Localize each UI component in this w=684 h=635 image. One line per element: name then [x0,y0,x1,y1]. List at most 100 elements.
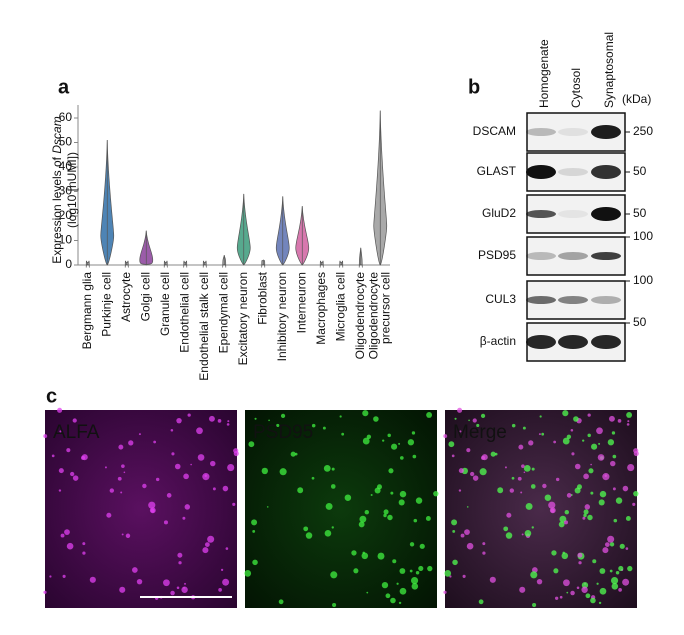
y-tick-label: 10 [59,233,73,247]
puncta [566,591,569,594]
puncta [581,586,588,593]
marker-label: 50 [633,206,647,220]
puncta [362,437,370,445]
puncta [632,502,636,506]
image-label: PSD95 [253,422,313,443]
puncta [457,407,463,413]
puncta [633,490,639,497]
puncta [587,413,591,417]
puncta [58,489,62,492]
puncta [391,443,398,450]
x-tick-label: Microglia cell [333,272,347,341]
x-tick-label: Endothelial stalk cell [197,272,211,381]
puncta [80,455,86,460]
puncta [82,551,86,555]
puncta [615,571,620,575]
puncta [280,413,286,419]
puncta [525,502,533,510]
puncta [476,423,480,428]
puncta [612,454,617,459]
y-tick-label: 40 [59,159,73,173]
puncta [585,593,591,599]
puncta [615,497,623,504]
puncta [472,418,477,423]
band [526,128,556,136]
puncta [530,571,538,579]
y-tick-label: 20 [59,208,73,222]
marker-label: 100 [633,273,653,287]
puncta [252,529,256,533]
band [526,165,556,179]
puncta [610,460,616,467]
puncta [478,599,484,605]
puncta [582,516,586,520]
puncta [482,542,486,546]
puncta [344,494,352,501]
puncta [359,515,367,523]
puncta [64,529,70,536]
puncta [626,412,633,418]
puncta [244,570,252,577]
puncta [555,477,560,482]
x-tick-label: Inhibitory neuron [275,272,289,361]
puncta [489,576,496,583]
puncta [597,454,605,461]
puncta [633,448,639,454]
puncta [452,559,458,566]
puncta [627,420,630,423]
puncta [362,410,369,417]
puncta [497,487,504,494]
puncta [220,568,224,572]
puncta [196,427,203,435]
band [526,252,556,260]
puncta [187,413,191,417]
puncta [555,596,559,600]
puncta [562,437,570,445]
puncta [204,542,210,547]
puncta [331,467,335,471]
puncta [59,430,62,433]
puncta [385,593,391,599]
puncta [407,439,415,446]
puncta [617,419,622,423]
puncta [248,441,255,448]
puncta [132,567,138,573]
puncta [412,454,417,459]
x-tick-label: Granule cell [158,272,172,336]
x-tick-label-line: Oligodendrocyte [366,272,380,360]
puncta [148,501,156,509]
puncta [464,529,470,536]
puncta [415,497,423,504]
puncta [353,568,359,574]
x-tick-label: Ependymal cell [216,272,230,353]
puncta [106,512,112,518]
protein-label: CUL3 [485,292,516,306]
puncta [166,493,172,498]
protein-label: GLAST [477,164,517,178]
puncta [58,468,64,474]
puncta [564,510,570,515]
puncta [538,433,541,436]
puncta [376,484,382,490]
puncta [448,441,455,448]
puncta [261,467,269,475]
puncta [331,526,334,529]
puncta [66,448,71,453]
puncta [322,426,326,430]
band [526,210,556,218]
band [591,165,621,179]
puncta [549,507,556,514]
puncta [341,432,345,436]
puncta [563,520,569,525]
puncta [522,426,526,430]
puncta [149,507,156,514]
puncta [480,455,486,460]
lane-label: Homogenate [537,39,551,108]
puncta [573,416,579,422]
band [526,296,556,304]
puncta [583,513,587,518]
marker-label: 50 [633,164,647,178]
puncta [607,535,615,543]
puncta [468,419,470,422]
puncta [43,434,48,439]
